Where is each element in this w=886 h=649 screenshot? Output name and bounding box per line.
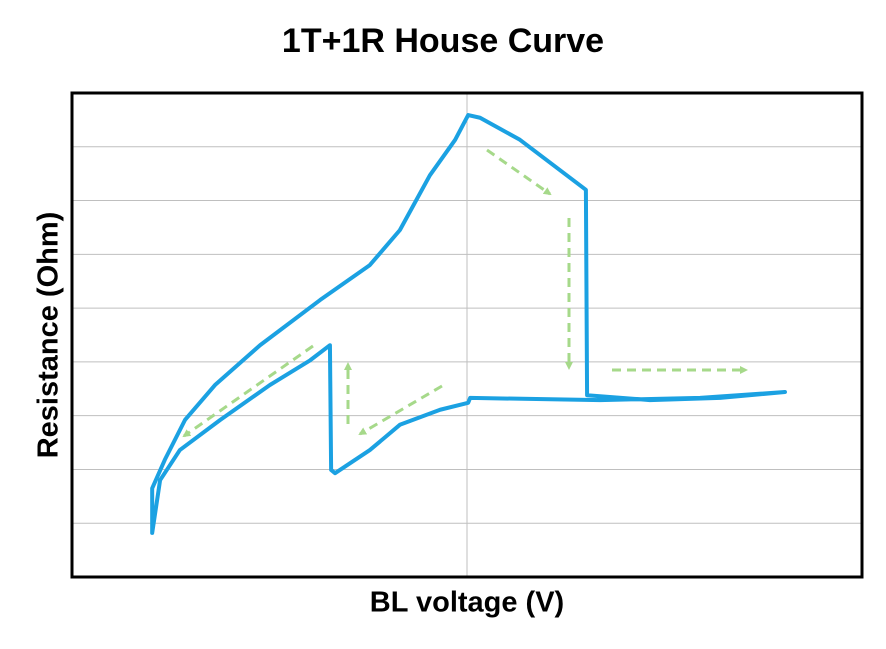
data-line (150, 113, 787, 535)
chart-title: 1T+1R House Curve (282, 22, 604, 60)
y-axis-label: Resistance (Ohm) (33, 212, 65, 459)
annotation-arrows (182, 148, 748, 438)
grid (72, 93, 862, 577)
arrow (486, 148, 552, 196)
plot (150, 113, 787, 535)
arrow (182, 344, 314, 438)
x-axis-label: BL voltage (V) (370, 587, 564, 619)
plot-frame (70, 91, 864, 579)
arrow (358, 384, 443, 436)
